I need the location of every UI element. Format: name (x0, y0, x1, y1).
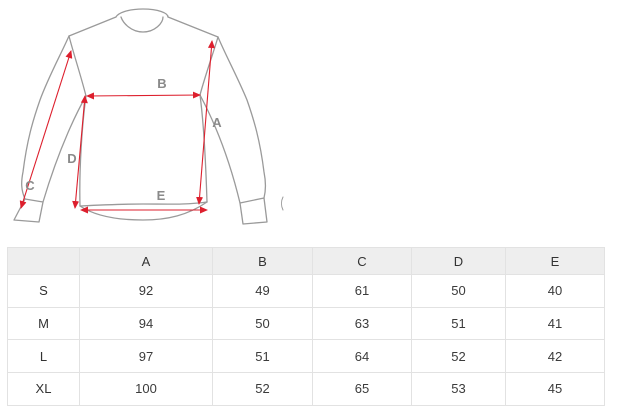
svg-text:B: B (157, 76, 166, 91)
svg-text:C: C (25, 178, 35, 193)
svg-text:A: A (212, 115, 222, 130)
svg-text:D: D (67, 151, 76, 166)
svg-text:E: E (157, 188, 166, 203)
